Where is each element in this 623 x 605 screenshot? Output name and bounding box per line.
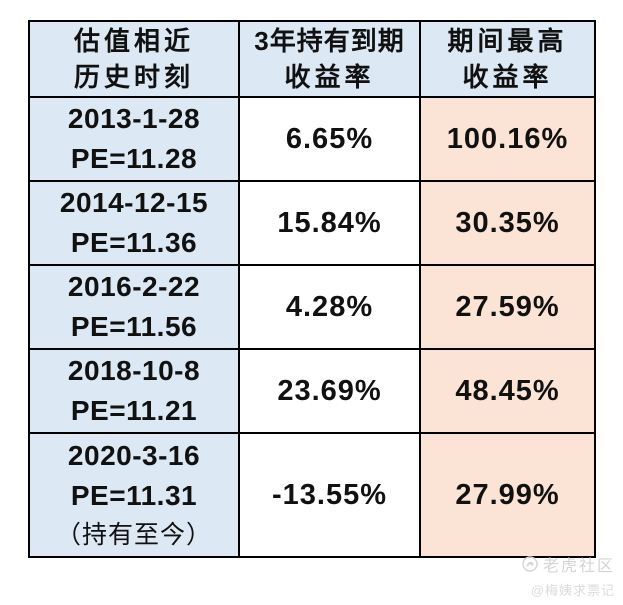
watermark-brand: 老虎社区 xyxy=(542,558,615,575)
valuation-yield-table: 估值相近 历史时刻 3年持有到期 收益率 期间最高 收益率 2013-1-28 … xyxy=(28,20,596,558)
yield3y-value: -13.55% xyxy=(271,478,387,511)
header-cell-moment: 估值相近 历史时刻 xyxy=(28,20,240,98)
date-text: 2014-12-15 xyxy=(59,187,209,218)
max-yield-cell: 30.35% xyxy=(419,180,596,266)
yield3y-value: 6.65% xyxy=(285,122,374,155)
yield3y-value: 15.84% xyxy=(277,206,382,239)
pe-text: PE=11.56 xyxy=(70,311,198,342)
table-row: 2014-12-15 PE=11.36 15.84% 30.35% xyxy=(28,180,596,266)
header-cell-max-yield: 期间最高 收益率 xyxy=(419,20,596,98)
moment-cell: 2020-3-16 PE=11.31 （持有至今） xyxy=(28,432,240,558)
moment-cell: 2013-1-28 PE=11.28 xyxy=(28,96,240,182)
table-header-row: 估值相近 历史时刻 3年持有到期 收益率 期间最高 收益率 xyxy=(28,20,596,98)
moment-cell: 2016-2-22 PE=11.56 xyxy=(28,264,240,350)
moment-cell: 2014-12-15 PE=11.36 xyxy=(28,180,240,266)
max-yield-value: 48.45% xyxy=(455,374,560,407)
date-text: 2013-1-28 xyxy=(67,103,201,134)
yield3y-value: 4.28% xyxy=(285,290,374,323)
tiger-logo-icon xyxy=(522,556,538,572)
note-text: （持有至今） xyxy=(55,521,212,549)
pe-text: PE=11.36 xyxy=(70,227,198,258)
yield3y-cell: 6.65% xyxy=(238,96,421,182)
yield3y-cell: 23.69% xyxy=(238,348,421,434)
header-max-line1: 期间最高 xyxy=(447,26,568,56)
table-row: 2016-2-22 PE=11.56 4.28% 27.59% xyxy=(28,264,596,350)
max-yield-value: 27.59% xyxy=(455,290,560,323)
pe-text: PE=11.28 xyxy=(70,143,198,174)
date-text: 2020-3-16 xyxy=(67,440,201,471)
max-yield-cell: 48.45% xyxy=(419,348,596,434)
header-moment-line1: 估值相近 xyxy=(73,26,194,56)
max-yield-cell: 100.16% xyxy=(419,96,596,182)
yield3y-cell: 15.84% xyxy=(238,180,421,266)
header-cell-yield3y: 3年持有到期 收益率 xyxy=(238,20,421,98)
moment-cell: 2018-10-8 PE=11.21 xyxy=(28,348,240,434)
yield3y-value: 23.69% xyxy=(277,374,382,407)
header-yield3y-line1: 3年持有到期 xyxy=(254,26,405,56)
pe-text: PE=11.21 xyxy=(70,395,198,426)
max-yield-value: 100.16% xyxy=(446,122,569,155)
max-yield-cell: 27.99% xyxy=(419,432,596,558)
max-yield-cell: 27.59% xyxy=(419,264,596,350)
header-yield3y-line2: 收益率 xyxy=(284,62,375,92)
header-moment-line2: 历史时刻 xyxy=(73,62,194,92)
yield3y-cell: 4.28% xyxy=(238,264,421,350)
max-yield-value: 27.99% xyxy=(455,478,560,511)
pe-text: PE=11.31 xyxy=(70,480,198,511)
watermark: 老虎社区 @梅姨求票记 xyxy=(522,552,615,599)
table-row: 2013-1-28 PE=11.28 6.65% 100.16% xyxy=(28,96,596,182)
max-yield-value: 30.35% xyxy=(455,206,560,239)
header-max-line2: 收益率 xyxy=(462,62,553,92)
yield3y-cell: -13.55% xyxy=(238,432,421,558)
date-text: 2016-2-22 xyxy=(67,271,201,302)
table-row: 2020-3-16 PE=11.31 （持有至今） -13.55% 27.99% xyxy=(28,432,596,558)
date-text: 2018-10-8 xyxy=(67,355,201,386)
table-row: 2018-10-8 PE=11.21 23.69% 48.45% xyxy=(28,348,596,434)
watermark-username: @梅姨求票记 xyxy=(530,583,615,598)
